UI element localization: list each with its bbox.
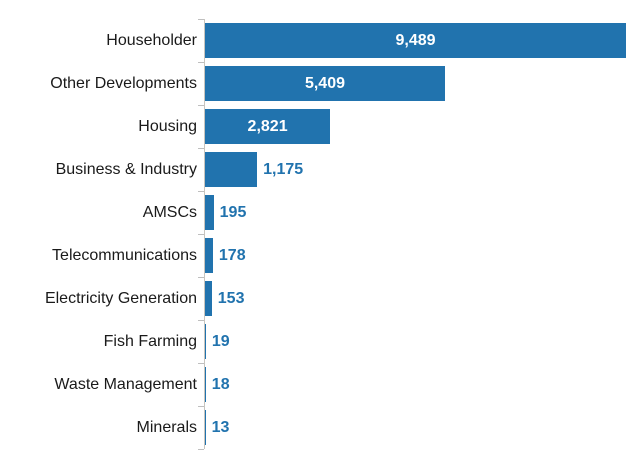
value-label: 178 [218, 247, 246, 264]
bar [205, 367, 206, 402]
tick-mark [198, 191, 204, 192]
value-label: 13 [211, 419, 230, 436]
y-axis-line [204, 19, 205, 449]
value-label: 19 [211, 333, 230, 350]
category-label: Electricity Generation [44, 290, 197, 307]
bar [205, 109, 331, 144]
bar [205, 410, 206, 445]
tick-mark [198, 363, 204, 364]
value-label: 195 [219, 204, 247, 221]
bar [205, 195, 214, 230]
tick-mark [198, 449, 204, 450]
tick-mark [198, 277, 204, 278]
category-label: Waste Management [54, 376, 197, 393]
category-label: Householder [106, 32, 197, 49]
tick-mark [198, 19, 204, 20]
bar [205, 238, 213, 273]
bar [205, 66, 445, 101]
tick-mark [198, 148, 204, 149]
category-label: AMSCs [142, 204, 197, 221]
category-label: Business & Industry [55, 161, 197, 178]
value-label: 2,821 [247, 118, 288, 135]
tick-mark [198, 320, 204, 321]
tick-mark [198, 406, 204, 407]
tick-mark [198, 105, 204, 106]
value-label: 18 [211, 376, 230, 393]
category-label: Housing [138, 118, 197, 135]
category-label: Fish Farming [103, 333, 197, 350]
value-label: 5,409 [304, 75, 345, 92]
value-label: 153 [217, 290, 245, 307]
category-label: Minerals [136, 419, 197, 436]
value-label: 9,489 [395, 32, 436, 49]
bar [205, 281, 212, 316]
category-label: Other Developments [50, 75, 197, 92]
bar [205, 152, 258, 187]
bar [205, 324, 206, 359]
value-label: 1,175 [263, 161, 304, 178]
category-label: Telecommunications [52, 247, 197, 264]
tick-mark [198, 234, 204, 235]
bar [205, 23, 626, 58]
tick-mark [198, 62, 204, 63]
